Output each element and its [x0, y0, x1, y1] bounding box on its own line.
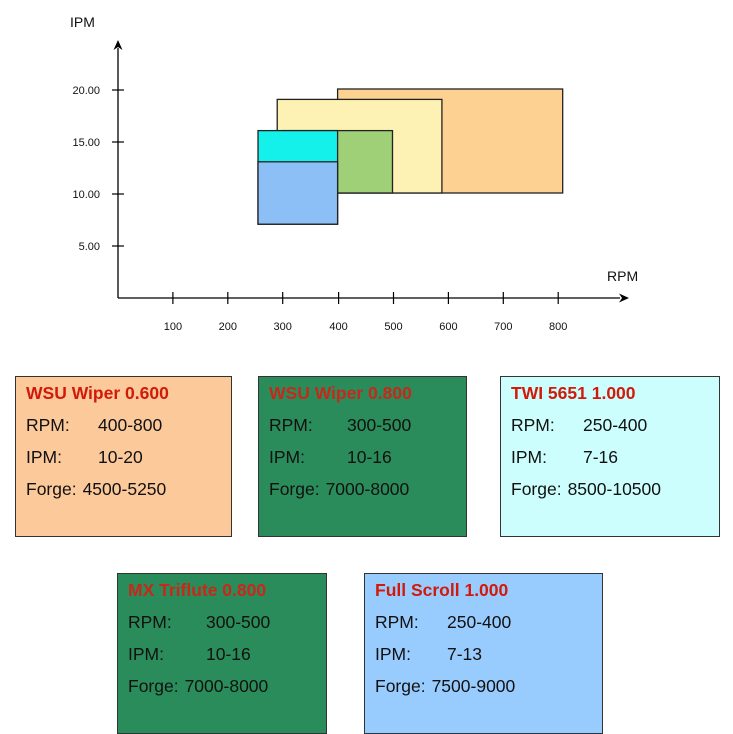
card-field-value: 7-13 [447, 644, 483, 664]
card-title: Full Scroll 1.000 [375, 580, 509, 600]
card-ipm-row: IPM: 7-16 [511, 447, 719, 467]
card-field-value: 8500-10500 [567, 479, 661, 499]
card-field-label: Forge: [26, 479, 77, 499]
card-title: WSU Wiper 0.800 [269, 383, 412, 403]
card-ipm-row: IPM: 10-16 [128, 644, 326, 664]
card-field-value: 4500-5250 [82, 479, 167, 499]
card-field-label: IPM: [269, 447, 305, 467]
legend-card: MX Triflute 0.800 RPM: 300-500 IPM: 10-16 For… [117, 573, 327, 734]
card-forge-row: Forge: 7500-9000 [375, 676, 602, 696]
x-tick-label: 100 [164, 321, 182, 333]
card-forge-row: Forge: 8500-10500 [511, 479, 719, 499]
card-field-value: 300-500 [347, 415, 412, 435]
card-field-label: Forge: [269, 479, 320, 499]
card-field-label: IPM: [26, 447, 62, 467]
card-forge-row: Forge: 7000-8000 [128, 676, 326, 696]
x-tick-label: 200 [219, 321, 237, 333]
card-field-label: RPM: [511, 415, 555, 435]
range-rect-5 [257, 161, 339, 225]
card-field-label: IPM: [375, 644, 411, 664]
x-tick-label: 700 [494, 321, 512, 333]
card-field-label: RPM: [269, 415, 313, 435]
x-tick-label: 500 [384, 321, 402, 333]
card-field-value: 300-500 [206, 612, 271, 632]
card-ipm-row: IPM: 10-20 [26, 447, 231, 467]
card-field-value: 250-400 [447, 612, 512, 632]
y-tick-label: 20.00 [72, 85, 100, 97]
card-field-label: IPM: [128, 644, 164, 664]
card-title: MX Triflute 0.800 [128, 580, 267, 600]
axis-ticks: 100 200 300 400 500 600 700 800 5.00 10.00 15.00 20… [72, 85, 567, 333]
card-field-value: 7500-9000 [431, 676, 516, 696]
card-rpm-row: RPM: 300-500 [269, 415, 466, 435]
card-field-value: 10-20 [98, 447, 143, 467]
card-field-label: IPM: [511, 447, 547, 467]
card-rpm-row: RPM: 250-400 [375, 612, 602, 632]
card-field-label: RPM: [26, 415, 70, 435]
y-tick-label: 10.00 [72, 189, 100, 201]
card-field-value: 7000-8000 [325, 479, 410, 499]
y-tick-label: 5.00 [79, 241, 100, 253]
x-tick-label: 800 [549, 321, 567, 333]
legend-card: WSU Wiper 0.800 RPM: 300-500 IPM: 10-16 Forge… [258, 376, 467, 537]
card-title: WSU Wiper 0.600 [26, 383, 169, 403]
card-rpm-row: RPM: 250-400 [511, 415, 719, 435]
card-rpm-row: RPM: 400-800 [26, 415, 231, 435]
card-field-label: Forge: [511, 479, 562, 499]
card-title: TWI 5651 1.000 [511, 383, 636, 403]
y-axis-arrowhead [113, 40, 123, 50]
legend-card: TWI 5651 1.000 RPM: 250-400 IPM: 7-16 Forge: 8… [500, 376, 720, 537]
card-field-label: Forge: [375, 676, 426, 696]
legend-card: WSU Wiper 0.600 RPM: 400-800 IPM: 10-20 Forge… [15, 376, 232, 537]
card-field-value: 10-16 [347, 447, 392, 467]
y-tick-label: 15.00 [72, 137, 100, 149]
card-field-value: 7-16 [583, 447, 619, 467]
x-axis-label: RPM [607, 268, 638, 284]
legend-card: Full Scroll 1.000 RPM: 250-400 IPM: 7-13 Forg… [364, 573, 603, 734]
card-field-value: 400-800 [98, 415, 163, 435]
card-ipm-row: IPM: 10-16 [269, 447, 466, 467]
card-field-value: 10-16 [206, 644, 251, 664]
card-forge-row: Forge: 4500-5250 [26, 479, 231, 499]
card-field-value: 250-400 [583, 415, 648, 435]
card-rpm-row: RPM: 300-500 [128, 612, 326, 632]
range-rects [257, 88, 564, 225]
x-tick-label: 400 [329, 321, 347, 333]
card-field-value: 7000-8000 [184, 676, 269, 696]
x-tick-label: 600 [439, 321, 457, 333]
x-tick-label: 300 [274, 321, 292, 333]
card-ipm-row: IPM: 7-13 [375, 644, 602, 664]
card-field-label: RPM: [128, 612, 172, 632]
y-axis-label: IPM [70, 14, 95, 30]
card-field-label: Forge: [128, 676, 179, 696]
operating-range-chart: IPM RPM 100 200 300 400 500 600 700 800 5.00 10.0… [70, 14, 638, 333]
x-axis-arrowhead [619, 293, 629, 303]
card-forge-row: Forge: 7000-8000 [269, 479, 466, 499]
card-field-label: RPM: [375, 612, 419, 632]
